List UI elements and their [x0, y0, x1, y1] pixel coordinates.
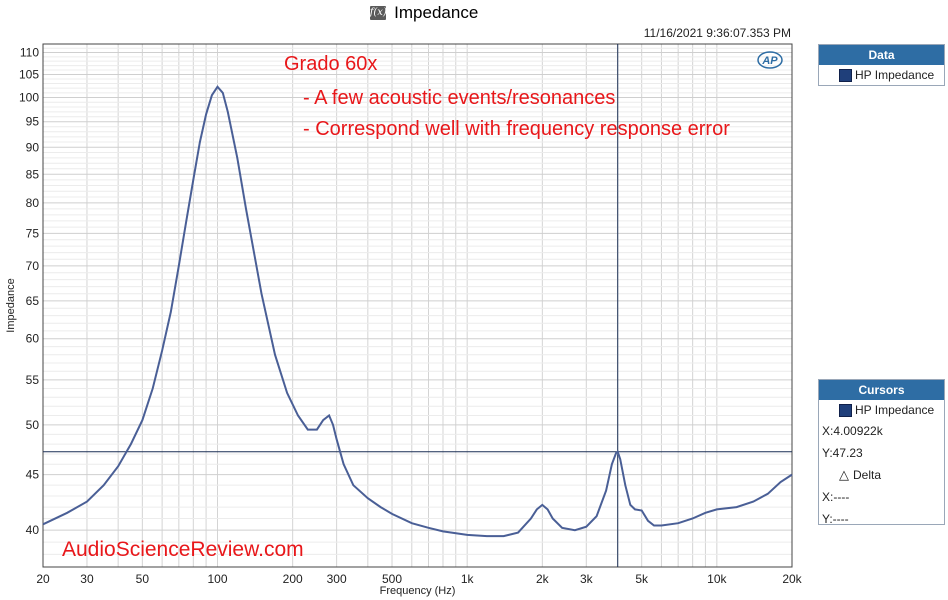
x-tick-label: 20k: [782, 572, 802, 586]
delta-y-readout: Y:----: [822, 512, 849, 526]
x-tick-label: 100: [207, 572, 227, 586]
x-tick-label: 500: [382, 572, 402, 586]
function-icon: f(x): [369, 6, 387, 20]
y-tick-label: 90: [26, 140, 40, 154]
y-tick-label: 80: [26, 196, 40, 210]
chart-title-bar: f(x) Impedance: [0, 3, 848, 23]
chart-title: Impedance: [394, 3, 479, 22]
delta-toggle[interactable]: △ Delta: [819, 464, 944, 486]
y-tick-label: 95: [26, 115, 40, 129]
x-tick-label: 30: [80, 572, 94, 586]
y-axis-ticks: 40 45 50 55 60 65 70 75 80 85 90 95 100 105 110: [19, 46, 39, 538]
series-swatch: [839, 404, 852, 417]
x-axis-label: Frequency (Hz): [380, 585, 456, 597]
y-tick-label: 100: [19, 91, 39, 105]
x-tick-label: 3k: [580, 572, 594, 586]
y-tick-label: 85: [26, 167, 40, 181]
grid: [42, 44, 793, 567]
y-axis-label: Impedance: [5, 278, 17, 332]
ap-logo-text: AP: [761, 55, 778, 67]
legend-item-hp-impedance[interactable]: HP Impedance: [819, 65, 944, 85]
delta-icon: △: [839, 467, 849, 482]
x-tick-label: 1k: [461, 572, 475, 586]
x-tick-label: 50: [136, 572, 150, 586]
annotation-title: Grado 60x: [284, 53, 377, 75]
data-panel: Data HP Impedance: [818, 44, 945, 86]
legend-label: HP Impedance: [855, 68, 935, 82]
cursors-panel: Cursors HP Impedance X:4.00922k Y:47.23 …: [818, 379, 945, 526]
delta-x-readout: X:----: [822, 490, 850, 504]
cursors-panel-header: Cursors: [819, 380, 944, 400]
annotation-line-1: - A few acoustic events/resonances: [303, 87, 615, 109]
cursor-series-item[interactable]: HP Impedance: [819, 400, 944, 420]
watermark: AudioScienceReview.com: [62, 538, 304, 561]
y-tick-label: 45: [26, 468, 40, 482]
series-line-hp-impedance: [42, 85, 793, 538]
ap-logo-icon: AP: [757, 51, 783, 69]
y-tick-label: 75: [26, 226, 40, 240]
y-tick-label: 70: [26, 259, 40, 273]
annotation-line-2: - Correspond well with frequency respons…: [303, 118, 730, 140]
y-tick-label: 105: [19, 67, 39, 81]
x-tick-label: 300: [327, 572, 347, 586]
timestamp: 11/16/2021 9:36:07.353 PM: [643, 26, 791, 40]
y-tick-label: 110: [20, 46, 39, 60]
y-tick-label: 50: [26, 418, 40, 432]
cursor-series-label: HP Impedance: [855, 403, 935, 417]
x-tick-label: 200: [283, 572, 303, 586]
y-tick-label: 65: [26, 294, 40, 308]
series-swatch: [839, 69, 852, 82]
x-axis-ticks: 20 30 50 100 200 300 500 1k 2k 3k 5k 10k 20k: [36, 572, 802, 586]
y-tick-label: 40: [26, 523, 40, 537]
x-tick-label: 5k: [635, 572, 649, 586]
data-panel-header: Data: [819, 45, 944, 65]
x-tick-label: 10k: [707, 572, 727, 586]
cursor-y-readout: Y:47.23: [822, 446, 863, 460]
delta-label: Delta: [853, 468, 882, 482]
plot-frame: [42, 43, 793, 568]
y-tick-label: 55: [26, 373, 40, 387]
x-tick-label: 2k: [536, 572, 550, 586]
y-tick-label: 60: [26, 332, 40, 346]
x-tick-label: 20: [36, 572, 50, 586]
cursor-x-readout: X:4.00922k: [822, 424, 883, 438]
